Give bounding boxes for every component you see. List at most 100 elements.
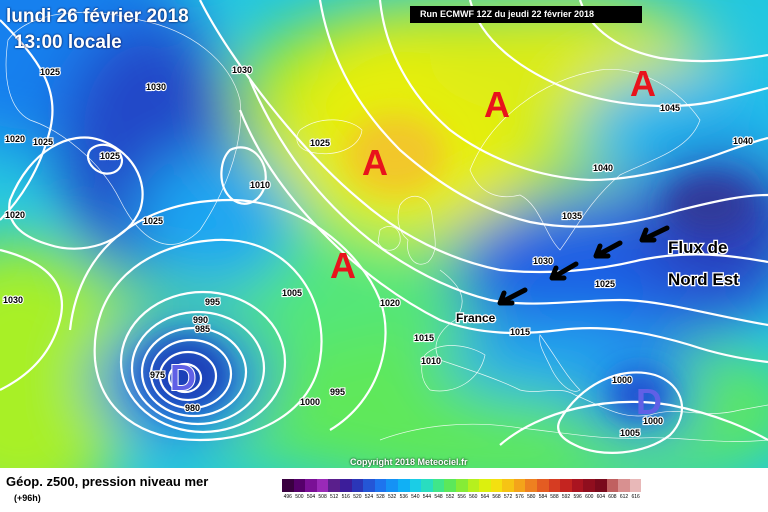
legend-cell: 608 bbox=[606, 479, 619, 500]
isobar-label: 1040 bbox=[733, 136, 753, 146]
legend-swatch bbox=[293, 479, 306, 492]
weather-map: 1025 1030 1030 1020 1025 1025 1020 1025 1030 1010… bbox=[0, 0, 768, 468]
legend-swatch bbox=[548, 479, 561, 492]
high-pressure-marker: A bbox=[484, 84, 510, 125]
legend-label: 568 bbox=[492, 494, 501, 500]
legend-swatch bbox=[490, 479, 503, 492]
legend-swatch bbox=[305, 479, 317, 492]
isobar-label: 990 bbox=[193, 315, 208, 325]
isobar bbox=[93, 238, 323, 442]
legend-label: 604 bbox=[596, 494, 605, 500]
flow-arrow bbox=[549, 261, 579, 281]
high-pressure-marker: A bbox=[330, 245, 356, 286]
isobar bbox=[119, 290, 287, 434]
legend-cell: 592 bbox=[560, 479, 572, 500]
flow-arrow bbox=[497, 287, 528, 306]
isobar bbox=[378, 0, 768, 182]
isobar-label: 1025 bbox=[40, 67, 60, 77]
legend-footer: Géop. z500, pression niveau mer (+96h) 4… bbox=[0, 468, 768, 512]
annotations: Flux de Nord Est France bbox=[455, 237, 741, 327]
legend-swatch bbox=[502, 479, 514, 492]
iberia-coast bbox=[421, 345, 486, 392]
legend-swatch bbox=[397, 479, 410, 492]
legend-swatch bbox=[537, 479, 549, 492]
isobar-label: 1010 bbox=[250, 180, 270, 190]
isobar-label: 1025 bbox=[595, 279, 615, 289]
isobar-label: 985 bbox=[195, 324, 210, 334]
isobar-label: 995 bbox=[330, 387, 345, 397]
isobar bbox=[0, 248, 63, 391]
isobar-label: 1030 bbox=[533, 256, 553, 266]
europe-coast bbox=[435, 269, 768, 417]
isobar bbox=[167, 362, 203, 394]
legend-cell: 536 bbox=[397, 479, 410, 500]
legend-label: 524 bbox=[364, 494, 374, 500]
legend-swatch bbox=[513, 479, 526, 492]
legend-swatch bbox=[467, 479, 480, 492]
high-pressure-marker: A bbox=[362, 142, 388, 183]
legend-label: 556 bbox=[457, 494, 466, 500]
legend-label: 572 bbox=[503, 494, 513, 500]
legend-cell: 604 bbox=[595, 479, 607, 500]
isobar-label: 1005 bbox=[282, 288, 302, 298]
isobar-label: 1025 bbox=[33, 137, 53, 147]
isobar-label: 1030 bbox=[232, 65, 252, 75]
africa-coast bbox=[379, 423, 768, 442]
isobar-label: 1035 bbox=[562, 211, 582, 221]
legend-cell: 544 bbox=[421, 479, 433, 500]
low-pressure-marker: D bbox=[170, 357, 196, 398]
copyright: Copyright 2018 Meteociel.fr bbox=[350, 457, 468, 467]
color-scale-legend: 496 500 504 508 512 516 520 524 528 532 536 540 544 5… bbox=[282, 479, 642, 500]
legend-swatch bbox=[629, 479, 642, 492]
legend-swatch bbox=[351, 479, 364, 492]
legend-cell: 612 bbox=[618, 479, 630, 500]
isobar-label: 1030 bbox=[3, 295, 23, 305]
legend-cell: 556 bbox=[455, 479, 468, 500]
time-title: 13:00 locale bbox=[14, 32, 122, 53]
legend-cell: 580 bbox=[525, 479, 538, 500]
iceland-coast bbox=[296, 119, 363, 155]
isobar bbox=[318, 0, 768, 228]
legend-cell: 508 bbox=[316, 479, 329, 500]
isobar-label: 1025 bbox=[143, 216, 163, 226]
legend-swatch bbox=[328, 479, 340, 492]
legend-label: 532 bbox=[387, 494, 397, 500]
legend-cell: 616 bbox=[629, 479, 642, 500]
isobar-label: 1025 bbox=[310, 138, 330, 148]
legend-swatch bbox=[595, 479, 607, 492]
isobar-label: 1025 bbox=[100, 151, 120, 161]
legend-label: 560 bbox=[469, 494, 478, 500]
legend-label: 576 bbox=[515, 494, 524, 500]
isobar-label: 1015 bbox=[510, 327, 530, 337]
isobar-label: 1045 bbox=[660, 103, 680, 113]
isobar-label: 1020 bbox=[5, 210, 25, 220]
isobar bbox=[130, 310, 266, 426]
isobar-label: 1000 bbox=[612, 375, 632, 385]
date-title: lundi 26 février 2018 bbox=[6, 6, 189, 27]
legend-label: 536 bbox=[399, 494, 408, 500]
legend-swatch bbox=[560, 479, 572, 492]
isobar-labels: 1025 1030 1030 1020 1025 1025 1020 1025 1030 1010… bbox=[2, 64, 754, 439]
legend-label: 544 bbox=[422, 494, 432, 500]
legend-swatch bbox=[479, 479, 491, 492]
legend-swatch bbox=[316, 479, 329, 492]
isobar-label: 1000 bbox=[643, 416, 663, 426]
legend-cell: 576 bbox=[513, 479, 526, 500]
legend-label: 596 bbox=[573, 494, 582, 500]
legend-label: 600 bbox=[585, 494, 594, 500]
legend-swatch bbox=[282, 479, 294, 492]
legend-cell: 600 bbox=[583, 479, 596, 500]
legend-swatch bbox=[339, 479, 352, 492]
legend-cell: 568 bbox=[490, 479, 503, 500]
isobar bbox=[0, 19, 54, 221]
legend-swatch bbox=[444, 479, 456, 492]
isobar-label: 1020 bbox=[5, 134, 25, 144]
legend-swatch bbox=[432, 479, 445, 492]
isobar-label: 1005 bbox=[620, 428, 640, 438]
legend-cell: 552 bbox=[444, 479, 456, 500]
annotation-line-1: Flux de bbox=[668, 238, 728, 257]
legend-label: 540 bbox=[411, 494, 420, 500]
isobars bbox=[0, 0, 768, 454]
legend-cell: 540 bbox=[409, 479, 422, 500]
